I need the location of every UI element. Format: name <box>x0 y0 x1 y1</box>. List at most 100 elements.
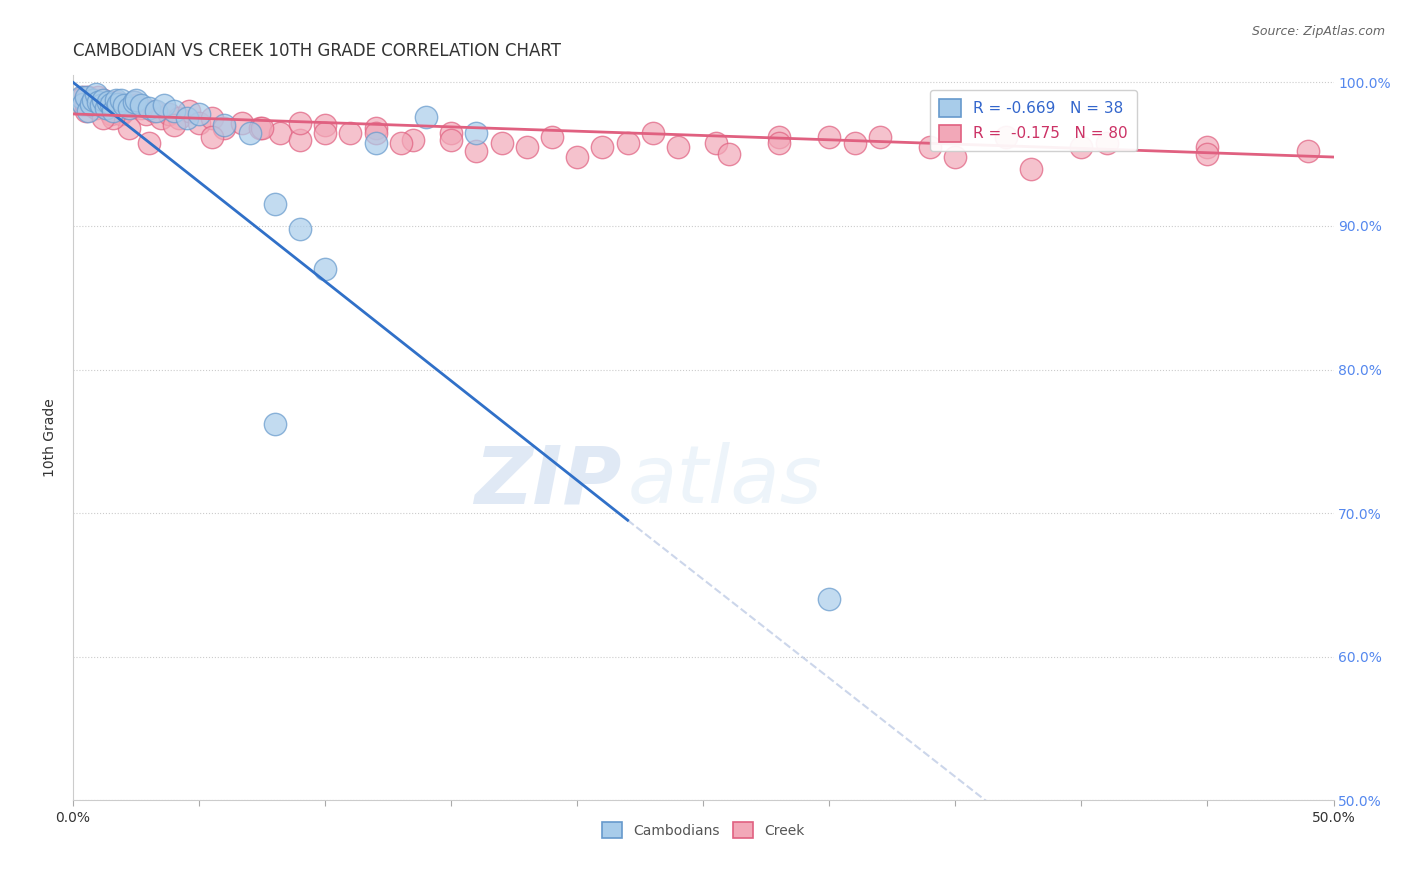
Point <box>97 96 120 111</box>
Point <box>80 98 103 112</box>
Point <box>122 95 145 110</box>
Point <box>666 140 689 154</box>
Point <box>69 89 91 103</box>
Point <box>150 112 173 126</box>
Point <box>129 98 152 112</box>
Point <box>145 104 167 119</box>
Point <box>122 95 145 110</box>
Point <box>72 89 94 103</box>
Point <box>77 89 100 103</box>
Point <box>157 107 180 121</box>
Point <box>117 101 139 115</box>
Point <box>231 115 253 129</box>
Point <box>129 101 152 115</box>
Point <box>314 119 336 133</box>
Point <box>641 126 664 140</box>
Point <box>704 136 727 150</box>
Point <box>82 93 104 107</box>
Point <box>84 87 107 101</box>
Point <box>201 130 224 145</box>
Text: Source: ZipAtlas.com: Source: ZipAtlas.com <box>1251 25 1385 38</box>
Point <box>288 222 311 236</box>
Point <box>364 136 387 150</box>
Point <box>1019 161 1042 176</box>
Legend: Cambodians, Creek: Cambodians, Creek <box>596 817 810 844</box>
Point <box>75 96 97 111</box>
Point <box>135 107 157 121</box>
Point <box>75 104 97 119</box>
Point <box>125 98 148 112</box>
Point <box>516 140 538 154</box>
Point <box>176 112 198 126</box>
Point <box>945 150 967 164</box>
Point <box>389 136 412 150</box>
Point <box>104 93 127 107</box>
Point <box>591 140 613 154</box>
Point <box>117 101 139 115</box>
Point <box>90 98 112 112</box>
Point <box>465 126 488 140</box>
Point <box>103 112 125 126</box>
Point <box>177 104 200 119</box>
Text: CAMBODIAN VS CREEK 10TH GRADE CORRELATION CHART: CAMBODIAN VS CREEK 10TH GRADE CORRELATIO… <box>73 42 561 60</box>
Point <box>491 136 513 150</box>
Point <box>112 98 135 112</box>
Point <box>77 104 100 119</box>
Point <box>339 126 361 140</box>
Point <box>103 104 125 119</box>
Point <box>93 93 115 107</box>
Point <box>415 110 437 124</box>
Point <box>541 130 564 145</box>
Text: atlas: atlas <box>627 442 823 520</box>
Point <box>844 136 866 150</box>
Point <box>138 136 160 150</box>
Point <box>142 104 165 119</box>
Text: ZIP: ZIP <box>474 442 621 520</box>
Point <box>107 96 129 111</box>
Point <box>72 96 94 111</box>
Point <box>125 93 148 107</box>
Point <box>1298 145 1320 159</box>
Point <box>103 101 125 115</box>
Point <box>87 89 110 103</box>
Point <box>364 121 387 136</box>
Point <box>163 104 186 119</box>
Point <box>100 107 122 121</box>
Point <box>263 417 285 431</box>
Point <box>94 101 117 115</box>
Point <box>117 121 139 136</box>
Point <box>567 150 589 164</box>
Point <box>465 145 488 159</box>
Point <box>214 119 236 133</box>
Point <box>110 93 132 107</box>
Point <box>104 95 127 110</box>
Point <box>818 130 841 145</box>
Point <box>263 197 285 211</box>
Point <box>163 119 186 133</box>
Point <box>80 96 103 111</box>
Point <box>269 126 291 140</box>
Point <box>869 130 891 145</box>
Point <box>93 93 115 107</box>
Point <box>84 101 107 115</box>
Point <box>201 112 224 126</box>
Point <box>314 126 336 140</box>
Point <box>82 93 104 107</box>
Point <box>167 112 190 126</box>
Point <box>67 93 90 107</box>
Point <box>94 101 117 115</box>
Point <box>188 115 211 129</box>
Point <box>250 121 273 136</box>
Point <box>717 147 740 161</box>
Point <box>90 98 112 112</box>
Point <box>920 140 942 154</box>
Point <box>288 115 311 129</box>
Point <box>138 101 160 115</box>
Point <box>1197 140 1219 154</box>
Point <box>97 95 120 110</box>
Point <box>818 592 841 607</box>
Point <box>440 126 463 140</box>
Point <box>110 107 132 121</box>
Point <box>100 96 122 111</box>
Point <box>768 136 790 150</box>
